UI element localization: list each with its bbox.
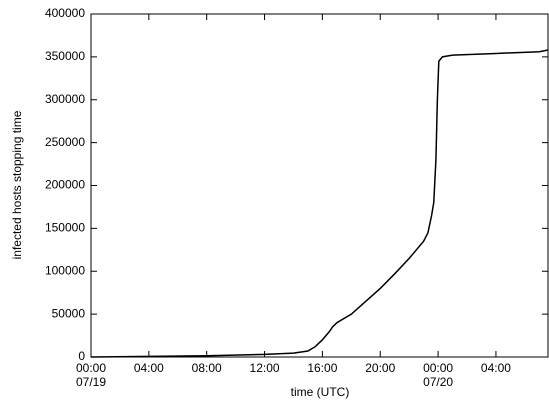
x-axis-label: time (UTC) <box>291 385 350 399</box>
y-tick-label: 300000 <box>45 92 85 106</box>
y-tick-label: 350000 <box>45 49 85 63</box>
x-tick-label: 16:00 <box>307 361 337 375</box>
x-tick-label: 12:00 <box>250 361 280 375</box>
x-tick-label: 20:00 <box>365 361 395 375</box>
x-tick-label: 00:00 <box>76 361 106 375</box>
plot-frame <box>90 13 549 358</box>
x-tick-date: 07/20 <box>423 375 453 389</box>
x-tick-label: 00:00 <box>423 361 453 375</box>
x-tick-label: 08:00 <box>192 361 222 375</box>
y-tick-label: 100000 <box>45 263 85 277</box>
y-tick-label: 200000 <box>45 178 85 192</box>
x-tick-label: 04:00 <box>134 361 164 375</box>
y-tick-label: 250000 <box>45 135 85 149</box>
y-axis-label: infected hosts stopping time <box>10 110 24 259</box>
line <box>90 49 549 358</box>
x-tick-date: 07/19 <box>76 375 106 389</box>
y-tick-label: 400000 <box>45 6 85 20</box>
y-tick-label: 50000 <box>52 306 86 320</box>
x-tick-label: 04:00 <box>481 361 511 375</box>
y-tick-label: 150000 <box>45 221 85 235</box>
y-tick-label: 0 <box>78 349 85 363</box>
